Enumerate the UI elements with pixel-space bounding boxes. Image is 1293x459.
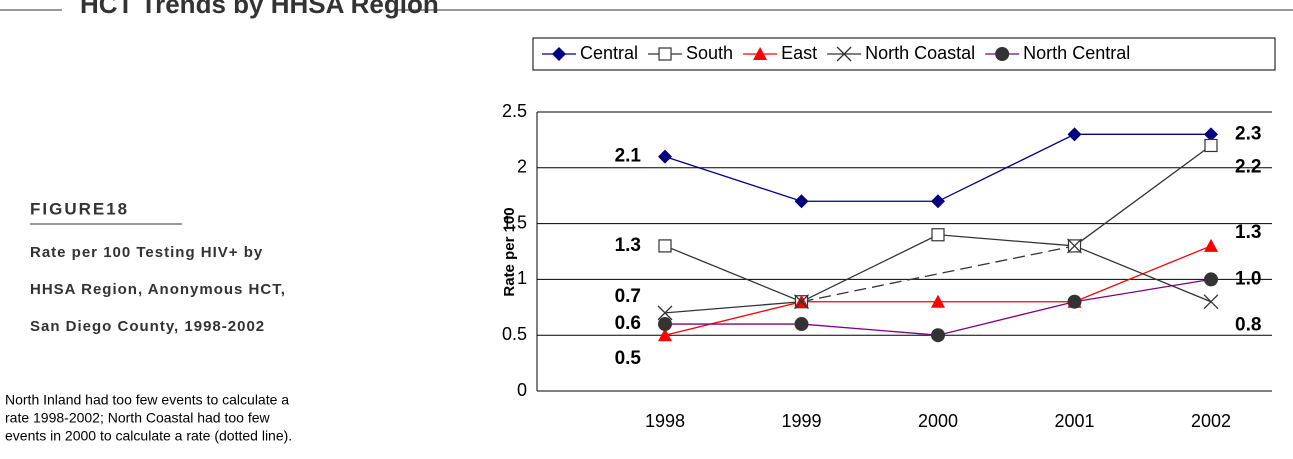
y-tick-label: 2 xyxy=(517,157,527,177)
point xyxy=(658,149,672,164)
note-line: North Inland had too few events to calcu… xyxy=(5,392,289,408)
y-tick-label: 0 xyxy=(517,380,527,400)
x-tick-label: 2001 xyxy=(1054,411,1094,431)
legend-marker xyxy=(753,47,768,60)
point xyxy=(1204,272,1218,287)
chart-title: HCT Trends by HHSA Region xyxy=(80,0,439,19)
point xyxy=(931,294,945,308)
data-label: 2.1 xyxy=(615,146,642,167)
y-tick-label: 1 xyxy=(517,268,527,288)
legend-marker xyxy=(552,47,566,61)
legend-label: Central xyxy=(580,43,638,63)
point xyxy=(658,328,672,342)
series-line xyxy=(664,301,802,314)
x-tick-label: 2000 xyxy=(918,411,958,431)
point xyxy=(1067,238,1082,254)
legend-marker xyxy=(658,47,672,61)
point xyxy=(931,194,945,209)
legend-label: North Coastal xyxy=(865,43,975,63)
y-tick-label: 0.5 xyxy=(502,324,527,344)
point xyxy=(1067,294,1082,309)
note-line: rate 1998-2002; North Coastal had too fe… xyxy=(5,410,271,426)
data-label: 0.6 xyxy=(615,313,641,334)
x-tick-label: 1998 xyxy=(645,411,685,431)
point xyxy=(1204,238,1218,252)
data-label: 1.0 xyxy=(1235,268,1261,289)
legend-label: North Central xyxy=(1023,43,1130,63)
data-label: 2.3 xyxy=(1235,123,1261,144)
data-label: 0.7 xyxy=(615,286,641,307)
point xyxy=(658,317,672,332)
data-label: 0.5 xyxy=(615,348,642,369)
y-tick-label: 1.5 xyxy=(502,212,527,232)
subtitle-line: Rate per 100 Testing HIV+ by xyxy=(30,244,263,261)
legend-label: South xyxy=(686,43,733,63)
data-label: 1.3 xyxy=(1235,222,1261,243)
series-line xyxy=(664,245,1212,336)
legend-marker xyxy=(836,46,852,62)
point xyxy=(1204,127,1218,142)
point xyxy=(1067,127,1082,142)
legend-label: East xyxy=(781,43,817,63)
gap-line xyxy=(801,245,1075,303)
point xyxy=(794,194,809,209)
x-tick-label: 2002 xyxy=(1191,411,1231,431)
subtitle-line: San Diego County, 1998-2002 xyxy=(30,318,265,335)
data-label: 1.3 xyxy=(615,235,641,256)
series-line xyxy=(1074,245,1212,303)
note-line: events in 2000 to calculate a rate (dott… xyxy=(5,428,292,444)
point xyxy=(1204,138,1218,153)
point xyxy=(658,239,672,253)
point xyxy=(657,305,673,321)
y-tick-label: 2.5 xyxy=(502,101,527,121)
subtitle-line: HHSA Region, Anonymous HCT, xyxy=(30,281,286,298)
y-axis-label: Rate per 100 xyxy=(501,207,518,296)
point xyxy=(794,294,809,310)
point xyxy=(931,228,945,242)
data-label: 0.8 xyxy=(1235,315,1261,336)
data-label: 2.2 xyxy=(1235,156,1261,177)
x-tick-label: 1999 xyxy=(781,411,821,431)
point xyxy=(1203,294,1219,310)
point xyxy=(931,328,945,343)
figure-label: FIGURE18 xyxy=(30,199,129,218)
point xyxy=(794,317,809,332)
legend-marker xyxy=(995,47,1010,61)
